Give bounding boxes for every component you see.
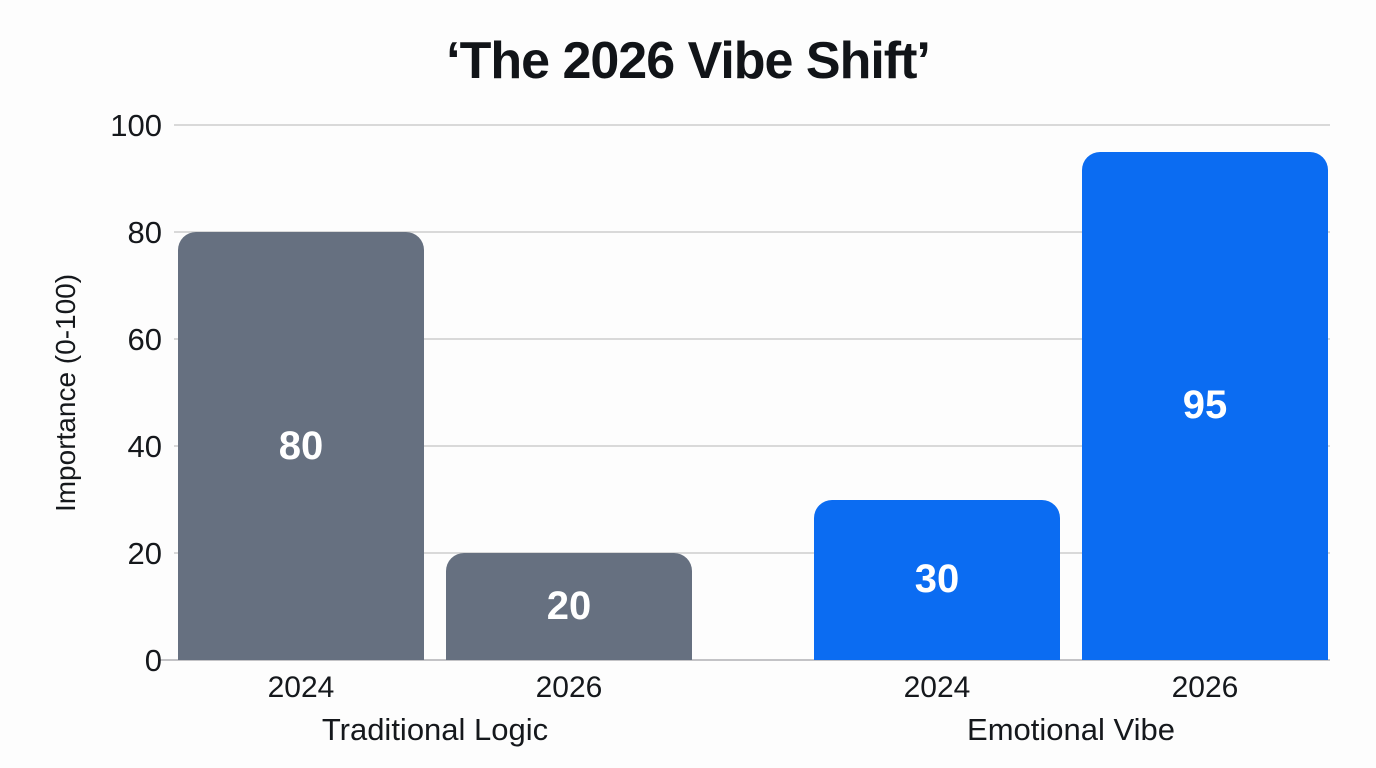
gridline-20 (174, 552, 1330, 554)
bar-value-label: 20 (546, 584, 592, 628)
bar-emotional-vibe-2026: 95 (1082, 151, 1328, 660)
x-tick-label-1-0: 2024 (903, 671, 971, 704)
chart-title: ‘The 2026 Vibe Shift’ (446, 32, 931, 90)
y-axis-label: Importance (0-100) (50, 273, 81, 513)
bar-emotional-vibe-2024: 30 (814, 499, 1060, 660)
gridline-100 (174, 124, 1330, 126)
bar-traditional-logic-2026: 20 (446, 553, 692, 660)
gridline-0 (160, 659, 1330, 661)
y-tick-label-60: 60 (127, 322, 162, 357)
bar-value-label: 30 (914, 557, 960, 602)
bar-value-label: 80 (278, 423, 324, 468)
x-tick-label-0-1: 2026 (535, 671, 603, 704)
bar-traditional-logic-2024: 80 (178, 232, 424, 660)
gridline-40 (174, 445, 1330, 447)
x-tick-label-1-1: 2026 (1171, 671, 1239, 704)
bar-value-label: 95 (1182, 383, 1228, 428)
y-tick-label-40: 40 (127, 429, 162, 464)
y-tick-label-100: 100 (110, 108, 162, 143)
x-group-label-0: Traditional Logic (321, 712, 549, 747)
x-group-label-1: Emotional Vibe (967, 712, 1175, 747)
gridline-60 (174, 338, 1330, 340)
y-tick-label-80: 80 (127, 215, 162, 250)
x-tick-label-0-0: 2024 (267, 671, 335, 704)
y-tick-label-20: 20 (127, 536, 162, 571)
y-tick-label-0: 0 (144, 643, 162, 678)
gridline-80 (174, 231, 1330, 233)
